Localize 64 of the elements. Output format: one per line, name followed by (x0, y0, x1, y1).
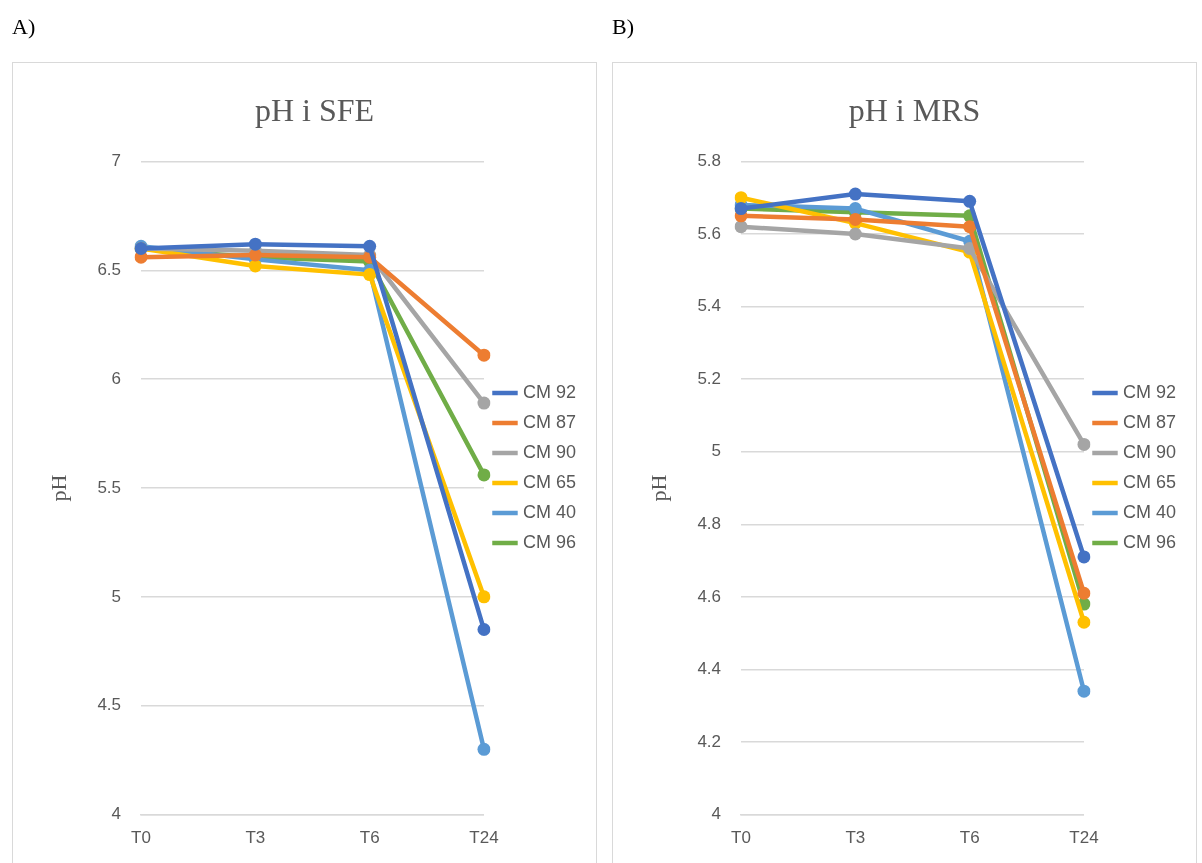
y-tick-label: 4.5 (97, 695, 122, 715)
y-tick-label: 5.4 (697, 296, 722, 316)
x-tick-label: T6 (359, 828, 380, 848)
y-tick-label: 4.6 (697, 586, 722, 606)
point (848, 187, 862, 201)
x-tick-label: T6 (959, 828, 980, 848)
chart-title: pH i SFE (254, 91, 375, 128)
y-tick-label: 5.8 (697, 151, 722, 171)
point (1077, 437, 1091, 451)
y-tick-label: 4 (711, 804, 722, 824)
legend-label: CM 92 (522, 381, 576, 402)
x-tick-label: T3 (245, 828, 266, 848)
legend-label: CM 96 (1122, 531, 1176, 552)
y-tick-label: 6.5 (97, 259, 122, 279)
legend-label: CM 96 (522, 531, 576, 552)
y-tick-label: 5.2 (697, 368, 722, 388)
point (477, 348, 491, 362)
point (848, 227, 862, 241)
chart-title: pH i MRS (848, 91, 981, 128)
legend-label: CM 40 (1122, 501, 1176, 522)
y-tick-label: 5.6 (697, 223, 722, 243)
point (477, 468, 491, 482)
legend-label: CM 65 (1122, 471, 1176, 492)
y-tick-label: 5.5 (97, 477, 122, 497)
point (477, 742, 491, 756)
point (363, 268, 377, 282)
x-tick-label: T0 (131, 828, 151, 848)
y-tick-label: 7 (111, 151, 122, 171)
x-tick-label: T3 (845, 828, 866, 848)
legend-label: CM 87 (1122, 411, 1176, 432)
point (848, 212, 862, 226)
point (477, 396, 491, 410)
text: B) (612, 14, 634, 40)
point (1077, 615, 1091, 629)
point (734, 220, 748, 234)
x-tick-label: T0 (731, 828, 751, 848)
y-tick-label: 4.8 (697, 513, 722, 533)
legend-label: CM 90 (522, 441, 576, 462)
x-tick-label: T24 (1069, 828, 1099, 848)
text: A) (12, 14, 36, 40)
y-tick-label: 6 (111, 368, 122, 388)
y-tick-label: 4 (111, 804, 122, 824)
point (477, 590, 491, 604)
point (248, 237, 262, 251)
y-tick-label: 4.2 (697, 731, 722, 751)
point (363, 239, 377, 253)
point (963, 220, 977, 234)
point (477, 623, 491, 637)
point (248, 259, 262, 273)
legend-label: CM 87 (522, 411, 576, 432)
point (1077, 550, 1091, 564)
y-axis-title: pH (45, 474, 71, 502)
y-tick-label: 5 (111, 586, 122, 606)
point (1077, 586, 1091, 600)
y-tick-label: 5 (711, 441, 722, 461)
point (1077, 684, 1091, 698)
legend-label: CM 40 (522, 501, 576, 522)
y-tick-label: 4.4 (697, 659, 722, 679)
point (963, 194, 977, 208)
legend-label: CM 65 (522, 471, 576, 492)
legend-label: CM 90 (1122, 441, 1176, 462)
x-tick-label: T24 (469, 828, 499, 848)
y-axis-title: pH (645, 474, 671, 502)
legend-label: CM 92 (1122, 381, 1176, 402)
